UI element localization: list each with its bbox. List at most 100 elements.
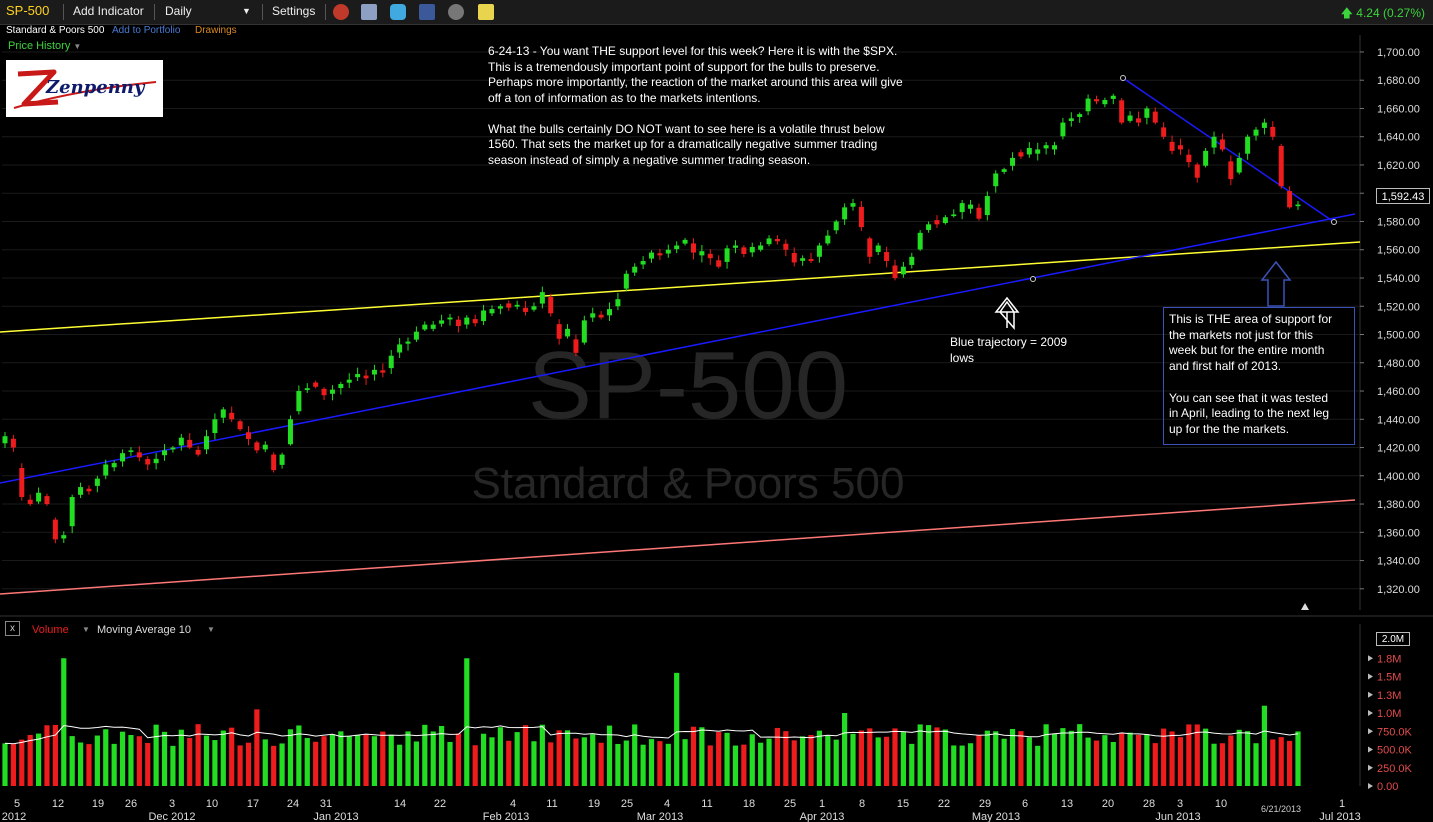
facebook-icon[interactable] [419, 4, 435, 20]
pink-trendline [0, 499, 1356, 595]
arrow-up-icon [994, 296, 1020, 330]
drawings-link[interactable]: Drawings [195, 25, 237, 36]
volume-label[interactable]: Volume [32, 624, 69, 636]
candle [36, 492, 42, 502]
price-tick-label: 1,640.00 [1377, 132, 1420, 144]
candle [523, 307, 529, 312]
toolbar-divider [325, 4, 326, 20]
candle [329, 389, 335, 394]
trendline-anchor [1331, 219, 1337, 225]
x-day-label: 25 [621, 798, 633, 810]
price-tick-label: 1,620.00 [1377, 160, 1420, 172]
candle [187, 439, 193, 448]
candle [506, 303, 512, 308]
price-tick-label: 1,700.00 [1377, 47, 1420, 59]
candle [514, 304, 520, 307]
candle [1161, 127, 1167, 137]
candle [1245, 136, 1251, 154]
candle [783, 243, 789, 250]
candle [1261, 122, 1267, 128]
candle [548, 297, 554, 314]
logo-text: Zenpenny [45, 77, 146, 98]
candle [94, 478, 100, 486]
candle [968, 204, 974, 209]
scroll-up-icon [1301, 603, 1309, 610]
candle [1135, 118, 1141, 123]
watermark-name: Standard & Poors 500 [472, 459, 905, 508]
price-change-value: 4.24 (0.27%) [1356, 6, 1425, 20]
candle [44, 496, 50, 505]
candle [229, 412, 235, 420]
note-icon[interactable] [478, 4, 494, 20]
x-day-label: 3 [1177, 798, 1183, 810]
x-day-label: 13 [1061, 798, 1073, 810]
blue-trendline [0, 213, 1356, 484]
candle [472, 319, 478, 324]
candle [1026, 148, 1032, 155]
x-day-label: 25 [784, 798, 796, 810]
candle [539, 292, 545, 304]
x-day-label: 29 [979, 798, 991, 810]
candle [313, 382, 319, 387]
toolbar: SP-500 Add Indicator Daily ▼ Settings 🡅 … [0, 0, 1433, 25]
candle [1203, 150, 1209, 166]
candle [1060, 122, 1066, 137]
candle [237, 421, 243, 430]
chevron-down-icon[interactable]: ▼ [207, 625, 215, 634]
candle [1068, 118, 1074, 122]
candle [707, 253, 713, 259]
add-indicator-button[interactable]: Add Indicator [73, 4, 144, 18]
price-history-label: Price History [8, 40, 71, 52]
close-icon[interactable]: x [5, 621, 20, 636]
trendline-anchor [1030, 276, 1036, 282]
chevron-down-icon[interactable]: ▼ [242, 6, 251, 16]
interval-select[interactable]: Daily [165, 4, 192, 18]
price-tick-label: 1,540.00 [1377, 273, 1420, 285]
candle [388, 355, 394, 369]
support-annotation-box: This is THE area of support for the mark… [1163, 307, 1355, 445]
candle [1127, 115, 1133, 121]
candle [531, 306, 537, 310]
instrument-name: Standard & Poors 500 [6, 25, 105, 36]
candle [724, 248, 730, 262]
candle [1211, 136, 1217, 148]
candle [170, 447, 176, 450]
moving-average-label[interactable]: Moving Average 10 [97, 624, 191, 636]
candle [1077, 114, 1083, 117]
candle [447, 317, 453, 320]
settings-button[interactable]: Settings [272, 4, 316, 18]
candle [1194, 164, 1200, 178]
price-tick-label: 1,320.00 [1377, 584, 1420, 596]
link-icon[interactable] [448, 4, 464, 20]
price-change: 🡅 4.24 (0.27%) [1341, 4, 1425, 25]
add-to-portfolio-link[interactable]: Add to Portfolio [112, 25, 181, 36]
candle [1186, 154, 1192, 163]
candle [716, 260, 722, 267]
x-month-label: Apr 2013 [800, 811, 845, 822]
candle [607, 309, 613, 316]
alarm-clock-icon[interactable] [333, 4, 349, 20]
x-month-label: Jan 2013 [313, 811, 358, 822]
candle [27, 499, 33, 505]
candle [279, 454, 285, 465]
candle [371, 369, 377, 375]
toolbar-divider [154, 4, 155, 20]
x-day-label: 8 [859, 798, 865, 810]
candle [749, 246, 755, 253]
candle [825, 235, 831, 244]
candle [1253, 129, 1259, 136]
candle [464, 317, 470, 325]
save-icon[interactable] [361, 4, 377, 20]
twitter-icon[interactable] [390, 4, 406, 20]
x-day-label: 1 [1339, 798, 1345, 810]
x-day-label: 12 [52, 798, 64, 810]
symbol-input[interactable]: SP-500 [6, 3, 50, 18]
x-month-label: Dec 2012 [148, 811, 195, 822]
candle [808, 259, 814, 262]
x-day-label: 4 [664, 798, 670, 810]
price-history-dropdown[interactable]: Price History ▼ [8, 40, 81, 52]
candle [1102, 99, 1108, 105]
candle [657, 253, 663, 256]
chevron-down-icon[interactable]: ▼ [82, 625, 90, 634]
price-tick-label: 1,560.00 [1377, 245, 1420, 257]
